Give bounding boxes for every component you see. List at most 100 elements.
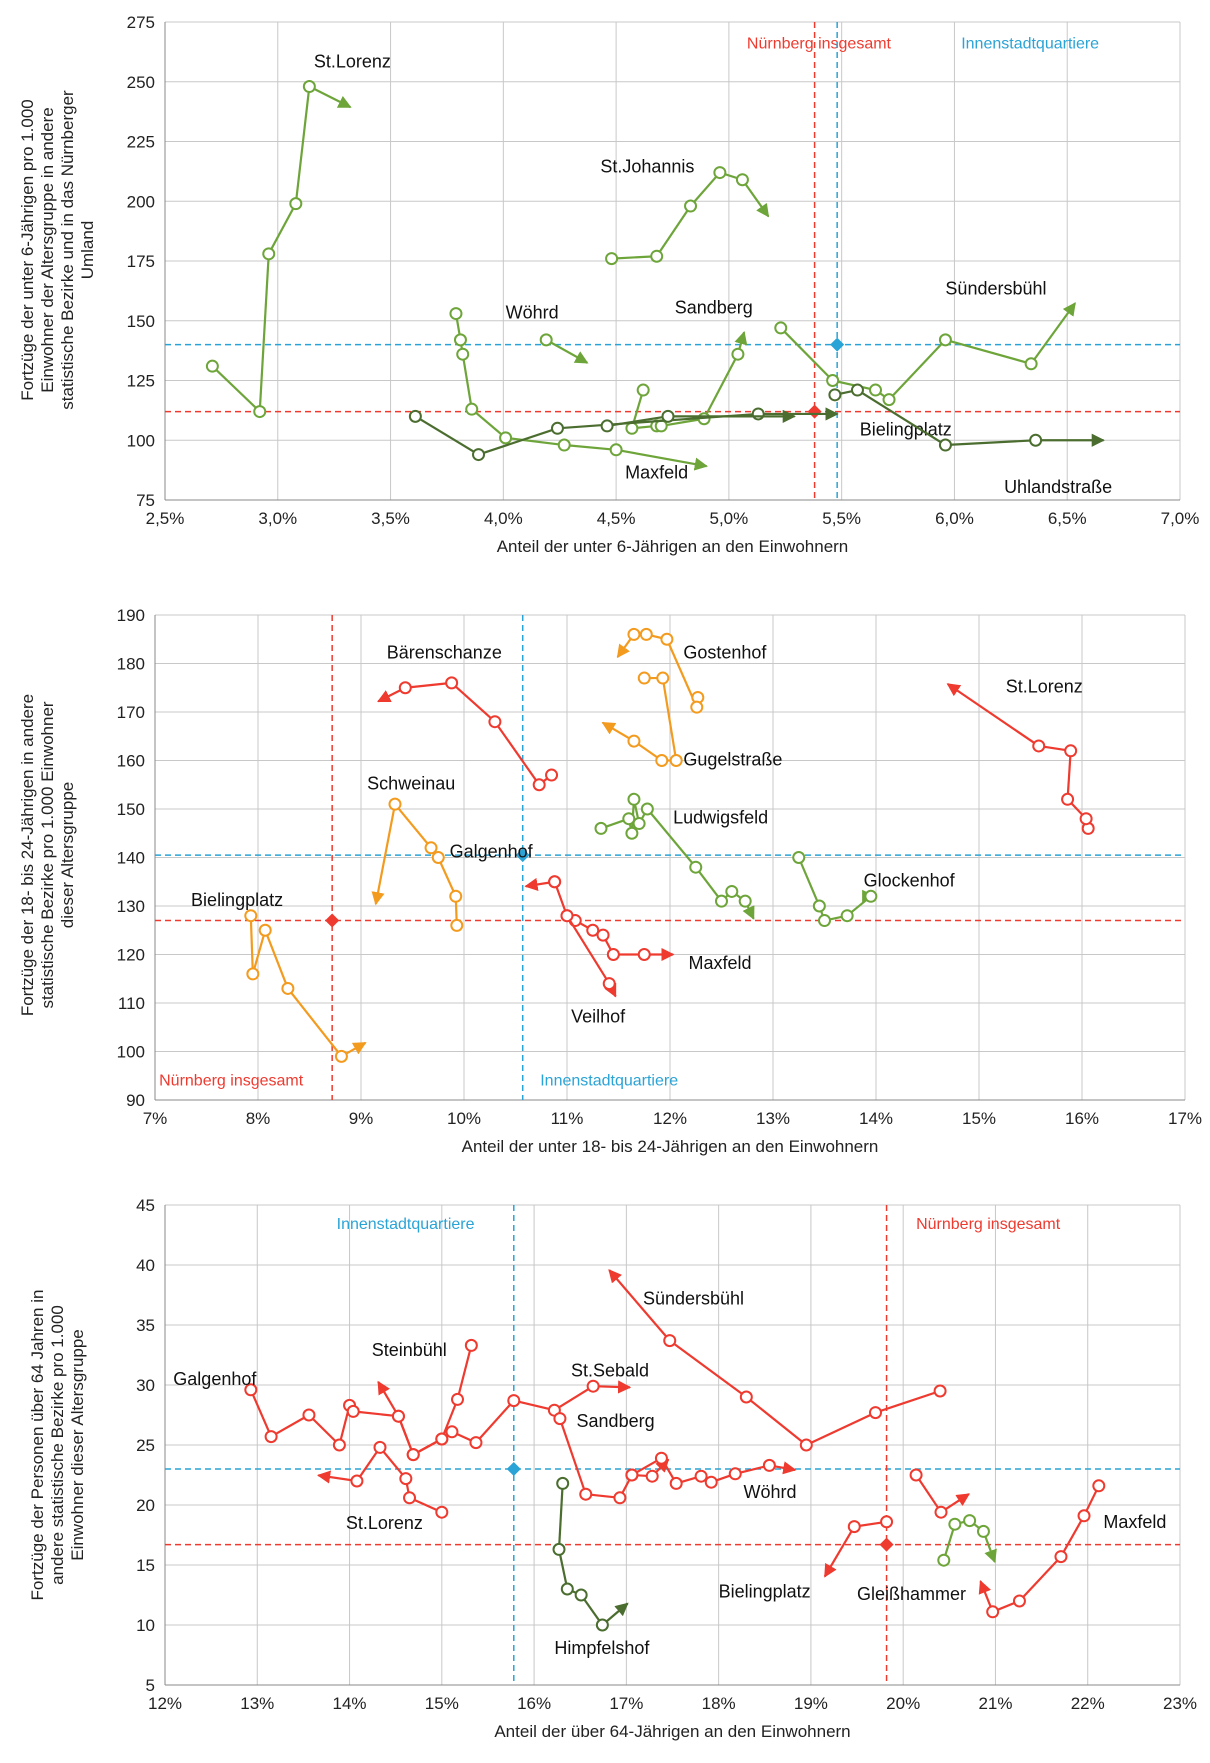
series-arrow <box>371 803 397 906</box>
data-point <box>258 923 272 937</box>
reference-point <box>807 404 822 419</box>
series-label: Steinbühl <box>372 1340 447 1360</box>
svg-text:statistische Bezirke und in da: statistische Bezirke und in das Nürnberg… <box>58 90 77 410</box>
data-point <box>579 1487 593 1501</box>
data-point <box>738 894 752 908</box>
series-galgenhof: Galgenhof <box>450 842 562 891</box>
series-uhlandstraße-2 <box>828 383 1105 452</box>
series-segment <box>461 354 473 410</box>
data-point <box>847 1520 861 1534</box>
series-maxfeld: Maxfeld <box>909 1468 1166 1532</box>
data-point <box>450 918 464 932</box>
x-tick-label: 23% <box>1163 1694 1197 1713</box>
x-tick-label: 5,5% <box>822 509 861 528</box>
data-point <box>408 409 422 423</box>
data-point <box>264 1430 278 1444</box>
data-point <box>557 438 571 452</box>
svg-text:Einwohner der Altersgruppe in: Einwohner der Altersgruppe in andere <box>38 107 57 392</box>
data-point <box>655 754 669 767</box>
series-label: Maxfeld <box>625 462 688 482</box>
data-point <box>435 1505 449 1519</box>
data-point <box>938 438 952 452</box>
data-point <box>464 1338 478 1352</box>
series-gostenhof: Gostenhof <box>616 627 767 714</box>
series-label: Maxfeld <box>1103 1512 1166 1532</box>
data-point <box>948 1517 962 1531</box>
data-point <box>828 388 842 402</box>
data-point <box>1054 1550 1068 1564</box>
series-segment <box>566 915 611 985</box>
series-label: Gleißhammer <box>857 1584 966 1604</box>
y-tick-label: 35 <box>136 1316 155 1335</box>
series-bärenschanze: Bärenschanze <box>377 643 559 792</box>
data-point <box>469 1436 483 1450</box>
data-point <box>1061 792 1075 806</box>
x-tick-label: 4,0% <box>484 509 523 528</box>
series-st-sebald: St.Sebald <box>571 1361 649 1381</box>
series-sündersbühl: Sündersbühl <box>945 278 1046 298</box>
series-segment <box>558 1418 587 1495</box>
series-segment <box>270 1414 310 1438</box>
data-point <box>627 627 641 641</box>
data-point <box>556 1476 570 1490</box>
data-point <box>751 407 765 421</box>
series-himpfelshof: Himpfelshof <box>552 1476 650 1658</box>
series-label: Bielingplatz <box>860 419 952 439</box>
data-point <box>445 1425 459 1439</box>
data-point <box>656 671 670 685</box>
data-point <box>850 383 864 397</box>
data-point <box>976 1524 990 1538</box>
y-tick-label: 20 <box>136 1496 155 1515</box>
data-point <box>302 80 316 94</box>
data-point <box>713 166 727 180</box>
series-label: Uhlandstraße <box>1004 477 1112 497</box>
data-point <box>669 754 683 767</box>
data-point <box>605 252 619 266</box>
series-segment <box>888 339 947 401</box>
data-point <box>388 797 402 811</box>
series-segment <box>258 253 270 412</box>
series-sündersbühl: Sündersbühl <box>608 1269 947 1452</box>
data-point <box>799 1438 813 1452</box>
series-label: Galgenhof <box>450 842 534 862</box>
series-arrow <box>377 1380 400 1417</box>
data-point <box>435 1432 449 1446</box>
series-segment <box>456 1345 473 1400</box>
data-point <box>453 333 467 347</box>
data-point <box>600 419 614 433</box>
series-segment <box>379 1446 407 1480</box>
data-point <box>373 1440 387 1454</box>
x-tick-label: 4,5% <box>597 509 636 528</box>
data-point <box>391 1409 405 1423</box>
data-point <box>622 812 636 826</box>
x-tick-label: 20% <box>886 1694 920 1713</box>
series-ludwigsfeld: Ludwigsfeld <box>594 792 768 920</box>
series-label: Gugelstraße <box>683 749 782 769</box>
chart-over-64-svg: 12% 13% 14% 15% 16% 17% 18% 19% 20% 21% 22% 23% 5 10 1… <box>28 1196 1197 1741</box>
reference-point <box>830 337 845 352</box>
series-gleißhammer: Gleißhammer <box>857 1514 997 1604</box>
data-point <box>934 1505 948 1519</box>
data-point <box>1077 1509 1091 1523</box>
y-tick-label: 90 <box>126 1091 145 1110</box>
y-tick-label: 200 <box>127 192 155 211</box>
y-tick-label: 250 <box>127 73 155 92</box>
data-point <box>661 409 675 423</box>
data-point <box>792 851 806 864</box>
reference-label: Innenstadtquartiere <box>961 35 1099 52</box>
reference-label: Nürnberg insgesamt <box>916 1216 1061 1233</box>
series-steinbühl: Steinbühl <box>372 1338 478 1462</box>
reference-label: Innenstadtquartiere <box>540 1072 678 1089</box>
data-point <box>246 967 260 981</box>
svg-text:Fortzüge der 18- bis 24-Jährig: Fortzüge der 18- bis 24-Jährigen in ande… <box>18 694 37 1016</box>
reference-label: Nürnberg insgesamt <box>747 35 892 52</box>
svg-text:Fortzüge der unter 6-Jährigen: Fortzüge der unter 6-Jährigen pro 1.000 <box>18 99 37 400</box>
y-tick-label: 190 <box>117 606 145 625</box>
y-tick-label: 150 <box>117 800 145 819</box>
series-label: Schweinau <box>367 774 455 794</box>
data-point <box>602 977 616 991</box>
data-point <box>1092 1479 1106 1493</box>
svg-text:Fortzüge der Personen über 64: Fortzüge der Personen über 64 Jahren in <box>28 1290 47 1601</box>
series-wöhrd: Wöhrd <box>625 1451 797 1502</box>
series-segment <box>249 915 254 974</box>
